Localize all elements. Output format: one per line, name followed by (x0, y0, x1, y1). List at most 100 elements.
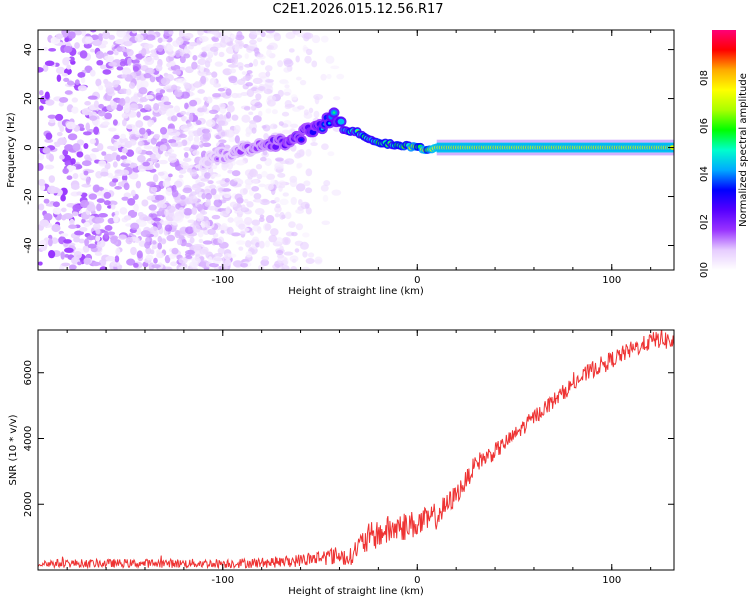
heatmap-cell (295, 55, 300, 63)
heatmap-cell (113, 134, 120, 140)
heatmap-cell (178, 77, 187, 84)
heatmap-cell (336, 73, 345, 80)
heatmap-cell (165, 187, 173, 196)
heatmap-cell (81, 108, 92, 116)
heatmap-cell (184, 32, 194, 39)
heatmap-cell (261, 255, 270, 261)
heatmap-cell (171, 84, 178, 91)
heatmap-cell (72, 143, 81, 151)
heatmap-cell (202, 240, 213, 245)
heatmap-cell (226, 104, 235, 113)
heatmap-cell (241, 114, 251, 123)
heatmap-cell (231, 114, 239, 121)
heatmap-cell (303, 32, 314, 40)
heatmap-cell (224, 258, 231, 267)
heatmap-cell (191, 206, 198, 215)
heatmap-cell (157, 242, 163, 250)
heatmap-cell (305, 168, 313, 177)
heatmap-cell (102, 121, 110, 126)
heatmap-cell (159, 126, 168, 135)
heatmap-cell (56, 131, 63, 137)
heatmap-cell (249, 30, 257, 35)
heatmap-cell (221, 188, 232, 192)
heatmap-cell (265, 78, 275, 83)
heatmap-cell (139, 127, 146, 135)
heatmap-cell (224, 144, 231, 149)
heatmap-cell (178, 174, 184, 179)
spectrogram-panel: -100 0 100 -40 -20 0 20 40 Height of straight … (6, 29, 675, 297)
heatmap-cell (223, 191, 231, 199)
heatmap-cell (164, 224, 173, 232)
heatmap-cell (277, 172, 286, 178)
heatmap-cell (160, 203, 167, 209)
heatmap-cell (277, 60, 284, 68)
heatmap-cell (43, 198, 50, 204)
heatmap-cell (236, 78, 246, 86)
heatmap-cell (43, 213, 53, 221)
heatmap-cell (159, 144, 168, 152)
heatmap-cell (234, 193, 243, 201)
heatmap-cell (98, 160, 107, 167)
heatmap-cell (184, 66, 194, 74)
heatmap-cell (83, 257, 91, 265)
heatmap-cell (83, 170, 89, 176)
heatmap-cell (187, 135, 194, 142)
heatmap-cell (260, 60, 265, 66)
heatmap-cell (71, 106, 79, 114)
heatmap-cell (219, 210, 229, 217)
colorbar-gradient (712, 30, 736, 270)
heatmap-cell (64, 37, 69, 43)
heatmap-cell (290, 94, 298, 101)
heatmap-cell (173, 89, 183, 98)
heatmap-cell (296, 163, 302, 169)
heatmap-cell (174, 229, 181, 239)
heatmap-cell (183, 208, 193, 216)
heatmap-cell (72, 172, 79, 180)
heatmap-cell (73, 237, 81, 243)
heatmap-cell (94, 217, 105, 224)
heatmap-cell (89, 115, 98, 121)
heatmap-cell (264, 240, 270, 248)
heatmap-cell (210, 188, 217, 196)
heatmap-cell (93, 100, 99, 109)
heatmap-cell (168, 30, 174, 35)
heatmap-cell (123, 215, 132, 221)
heatmap-cell (270, 228, 279, 236)
heatmap-cell (59, 154, 65, 160)
heatmap-cell (196, 204, 205, 211)
heatmap-cell (230, 34, 237, 39)
heatmap-cell (205, 198, 211, 206)
colorbar-tick-label: 0.6 (699, 118, 710, 134)
heatmap-cell (279, 198, 289, 206)
heatmap-cell (266, 49, 273, 58)
heatmap-cell (96, 59, 104, 66)
heatmap-cell (213, 252, 223, 258)
heatmap-cell (87, 95, 98, 100)
heatmap-cell (197, 89, 206, 94)
heatmap-cell (156, 44, 164, 52)
heatmap-cell (62, 30, 68, 38)
heatmap-cell (224, 178, 231, 183)
heatmap-cell (156, 252, 165, 259)
heatmap-cell (145, 150, 153, 156)
heatmap-cell (157, 171, 165, 176)
heatmap-cell (285, 31, 296, 40)
heatmap-cell (313, 110, 320, 118)
heatmap-cell (274, 213, 280, 218)
heatmap-cell (91, 39, 102, 47)
heatmap-cell (282, 192, 289, 197)
heatmap-cell (101, 31, 111, 40)
heatmap-cell (323, 180, 331, 187)
heatmap-cell (201, 104, 208, 113)
heatmap-cell (175, 37, 184, 46)
heatmap-cell (157, 235, 163, 243)
heatmap-cell (109, 99, 115, 106)
heatmap-cell (89, 138, 96, 145)
heatmap-cell (158, 159, 168, 165)
heatmap-cell (61, 73, 69, 77)
heatmap-cell (104, 112, 113, 120)
heatmap-cell (228, 76, 238, 84)
heatmap-cell (245, 82, 253, 87)
heatmap-cell (126, 88, 132, 96)
heatmap-cell (188, 113, 194, 122)
